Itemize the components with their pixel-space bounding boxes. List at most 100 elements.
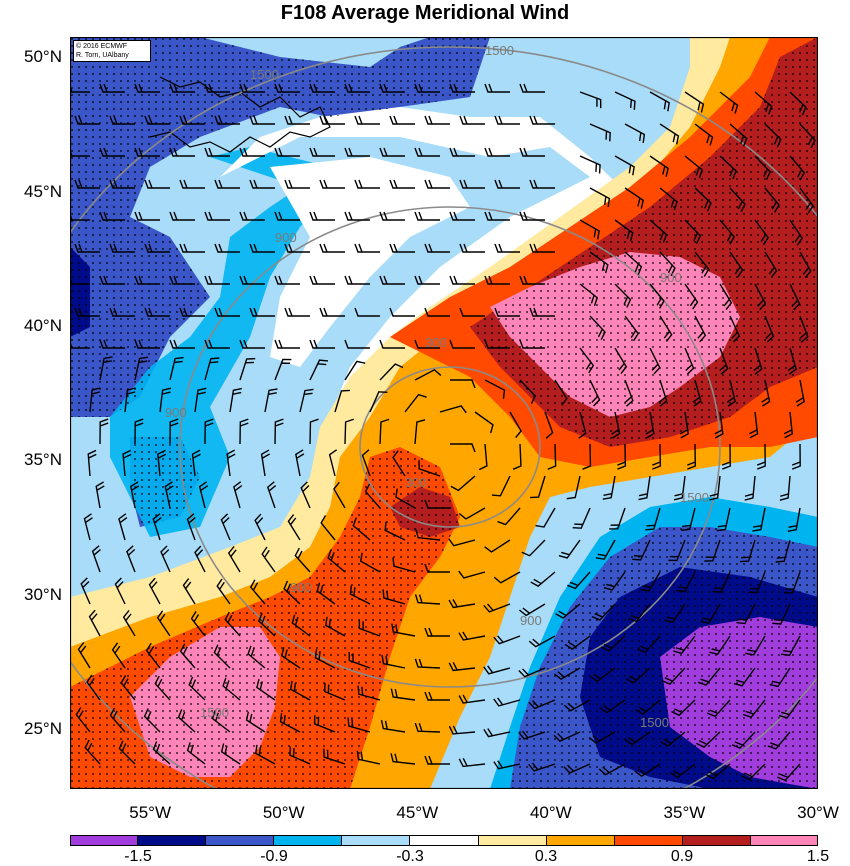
wind-barb (204, 147, 230, 157)
wind-barb (389, 115, 415, 125)
wind-barb (233, 481, 243, 509)
wind-barb (284, 243, 310, 253)
wind-barb (494, 243, 520, 253)
wind-barb (274, 83, 300, 93)
wind-barb (789, 283, 801, 311)
wind-barb (319, 307, 345, 317)
wind-barb (676, 571, 696, 593)
wind-barb (530, 571, 556, 587)
wind-barb (309, 83, 335, 93)
colorbar-label: -1.5 (124, 848, 152, 865)
wind-barb (188, 676, 206, 701)
wind-barb (152, 741, 171, 765)
wind-barb (741, 763, 766, 781)
wind-barb (382, 589, 406, 605)
wind-barb (260, 449, 270, 477)
wind-barb (344, 211, 370, 221)
wind-barb (245, 711, 266, 733)
wind-barb (679, 411, 690, 439)
wind-barb (74, 243, 100, 253)
wind-barb (753, 347, 763, 375)
wind-barb (414, 658, 441, 669)
wind-barb (379, 418, 390, 445)
wind-barb (579, 155, 601, 174)
wind-barb (204, 83, 230, 93)
wind-barb (521, 539, 546, 557)
wind-barb (379, 339, 405, 349)
wind-barb (358, 619, 381, 637)
wind-barb (645, 507, 661, 531)
wind-barb (589, 667, 616, 683)
wind-barb (687, 443, 696, 470)
wind-map: 1500 1500 900 900 300 300 900 900 900 1500 1500 150… (70, 37, 818, 789)
wind-barb (256, 679, 276, 701)
wind-barb (600, 635, 626, 652)
wind-barb (742, 699, 766, 718)
wind-barb (274, 418, 284, 445)
wind-barb (611, 411, 621, 439)
wind-barb (614, 283, 632, 308)
wind-barb (784, 571, 801, 594)
wind-barb (84, 739, 101, 765)
wind-barb (744, 475, 756, 501)
wind-barb (589, 251, 609, 274)
wind-barb (319, 115, 345, 125)
wind-barb (392, 557, 416, 573)
wind-barb (736, 603, 756, 625)
contour-labels: 1500 1500 900 900 300 300 900 900 900 1500 1500 150… (165, 43, 709, 730)
wind-barb (424, 691, 450, 701)
wind-barb (494, 307, 520, 317)
wind-barb (660, 731, 686, 747)
wind-barb (194, 545, 206, 573)
wind-barb (323, 748, 346, 765)
wind-barb (186, 742, 206, 765)
wind-barb (493, 697, 521, 707)
wind-barb (392, 450, 406, 477)
lon-tick-label: 45°W (396, 803, 439, 822)
wind-barb (519, 339, 545, 349)
wind-barb (659, 251, 676, 277)
contour-label: 300 (425, 335, 447, 350)
credit-line-1: © 2016 ECMWF (76, 43, 128, 50)
wind-barb (164, 481, 174, 509)
wind-barb (179, 115, 205, 125)
wind-barb (638, 475, 651, 501)
wind-barb (684, 283, 699, 310)
wind-barb (134, 211, 160, 221)
wind-barb (696, 731, 721, 748)
wind-barb (109, 115, 135, 125)
wind-barb (777, 763, 801, 782)
wind-barb (731, 731, 756, 749)
wind-barb (624, 251, 643, 275)
wind-barb (274, 275, 300, 285)
wind-barb (424, 755, 450, 765)
wind-barb (589, 187, 611, 208)
wind-barb (344, 360, 366, 381)
wind-barb (483, 728, 511, 738)
wind-barb (634, 763, 661, 778)
lat-tick-label: 35°N (24, 450, 62, 470)
wind-barb (145, 642, 161, 669)
wind-barb (389, 243, 415, 253)
wind-barb (347, 717, 371, 733)
wind-barb (214, 307, 240, 317)
wind-barb (124, 387, 136, 413)
wind-barb (649, 347, 661, 375)
wind-barb (519, 147, 545, 157)
wind-barb (274, 211, 300, 221)
wind-barb (254, 744, 276, 765)
wind-barb (769, 667, 791, 688)
wind-barb (169, 356, 184, 381)
wind-barb (614, 219, 634, 242)
wind-barb (254, 513, 266, 541)
wind-barb (700, 603, 721, 624)
wind-barb (799, 315, 809, 343)
lat-tick-label: 30°N (24, 584, 62, 604)
wind-barb (249, 243, 275, 253)
wind-barb (74, 307, 100, 317)
wind-barb (118, 740, 136, 765)
wind-barb (704, 539, 721, 562)
wind-barb (729, 123, 748, 147)
wind-barb (599, 699, 626, 714)
wind-barb (239, 211, 265, 221)
